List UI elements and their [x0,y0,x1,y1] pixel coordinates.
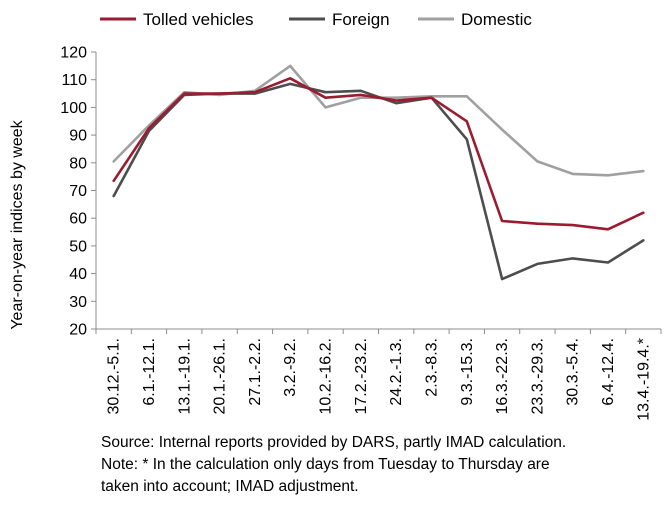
x-tick-label: 13.1.-19.1. [176,338,193,415]
x-tick-label: 9.3.-15.3. [459,338,476,406]
axis-lines [95,52,661,330]
y-tick-label: 100 [60,100,87,117]
y-tick-label: 80 [69,155,87,172]
y-tick-label: 50 [69,238,87,255]
x-tick-label: 10.2.-16.2. [318,338,335,415]
x-tick-label: 13.4.-19.4.* [635,338,652,421]
y-tick-label: 40 [69,266,87,283]
series-line-domestic [112,64,645,177]
chart-notes: Source: Internal reports provided by DAR… [101,432,666,498]
y-axis-label: Year-on-year indices by week [9,119,26,329]
footnote-line-2: taken into account; IMAD adjustment. [101,478,359,495]
x-tick-label: 16.3.-22.3. [494,338,511,415]
y-tick-label: 60 [69,211,87,228]
x-tick-label: 6.4.-12.4. [600,338,617,406]
x-axis: 30.12.-5.1. 6.1.-12.1. 13.1.-19.1. 20.1.-26… [95,329,662,421]
legend-label-foreign: Foreign [332,10,390,29]
y-tick-label: 20 [69,322,87,339]
x-tick-label: 20.1.-26.1. [212,338,229,415]
x-tick-label: 30.3.-5.4. [565,338,582,406]
legend: Tolled vehicles Foreign Domestic [100,10,532,29]
x-tick-label: 24.2.-1.3. [388,338,405,406]
legend-label-domestic: Domestic [461,10,532,29]
source-note: Source: Internal reports provided by DAR… [101,434,567,451]
y-axis: 20 30 40 50 60 70 80 90 100 110 120 [60,45,96,339]
y-tick-label: 70 [69,183,87,200]
x-tick-label: 17.2.-23.2. [353,338,370,415]
y-tick-label: 110 [61,72,87,89]
x-tick-label: 2.3.-8.3. [423,338,440,397]
x-tick-label: 30.12.-5.1. [106,338,123,415]
x-tick-label: 27.1.-2.2. [247,338,264,406]
y-tick-label: 90 [69,128,87,145]
line-chart: Tolled vehicles Foreign Domestic Year-on-y… [9,10,662,421]
series-line-tolled-vehicles [112,77,645,231]
series-line-foreign [112,82,645,281]
x-tick-label: 6.1.-12.1. [141,338,158,406]
series-lines [112,64,645,281]
x-tick-label: 3.2.-9.2. [282,338,299,397]
y-tick-label: 30 [69,294,87,311]
footnote-line-1: Note: * In the calculation only days fro… [101,456,550,473]
y-tick-label: 120 [60,45,87,62]
legend-label-tolled-vehicles: Tolled vehicles [143,10,254,29]
x-tick-label: 23.3.-29.3. [529,338,546,415]
